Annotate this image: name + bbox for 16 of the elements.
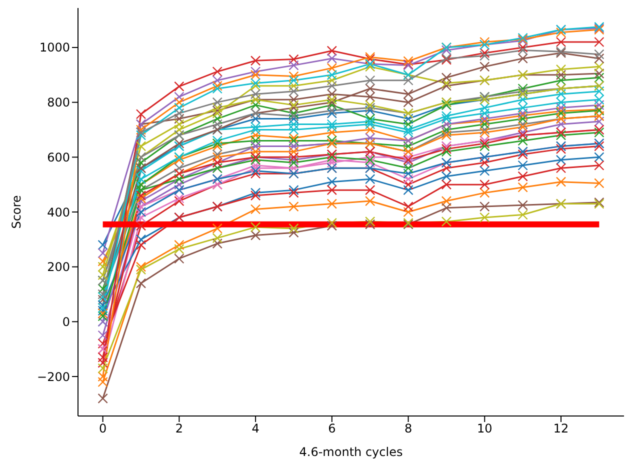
x-tick-label: 6 <box>328 422 336 436</box>
y-tick-label: 200 <box>47 260 70 274</box>
x-axis-title: 4.6-month cycles <box>299 445 403 459</box>
x-tick-label: 2 <box>175 422 183 436</box>
y-axis-title: Score <box>9 195 24 229</box>
x-tick-label: 0 <box>99 422 107 436</box>
y-tick-label: 800 <box>47 96 70 110</box>
x-tick-label: 8 <box>404 422 412 436</box>
x-tick-label: 4 <box>252 422 260 436</box>
y-tick-label: −200 <box>37 370 70 384</box>
y-tick-label: 0 <box>62 314 70 329</box>
x-tick-label: 12 <box>553 422 569 436</box>
y-tick-label: 1000 <box>39 40 70 55</box>
x-tick-label: 10 <box>476 422 492 436</box>
y-tick-label: 600 <box>47 150 70 164</box>
y-tick-label: 400 <box>47 205 70 220</box>
